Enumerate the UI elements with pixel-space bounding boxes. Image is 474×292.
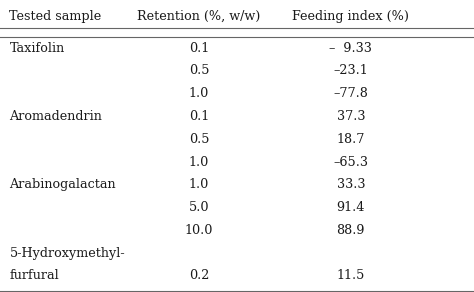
Text: 1.0: 1.0 [189, 178, 209, 191]
Text: 5-Hydroxymethyl-: 5-Hydroxymethyl- [9, 247, 125, 260]
Text: Arabinogalactan: Arabinogalactan [9, 178, 116, 191]
Text: Retention (%, w/w): Retention (%, w/w) [137, 10, 261, 22]
Text: 5.0: 5.0 [189, 201, 210, 214]
Text: 0.5: 0.5 [189, 133, 210, 146]
Text: –77.8: –77.8 [333, 87, 368, 100]
Text: –65.3: –65.3 [333, 156, 368, 168]
Text: 88.9: 88.9 [337, 224, 365, 237]
Text: 0.1: 0.1 [189, 42, 209, 55]
Text: 18.7: 18.7 [337, 133, 365, 146]
Text: 0.1: 0.1 [189, 110, 209, 123]
Text: –23.1: –23.1 [333, 65, 368, 77]
Text: Feeding index (%): Feeding index (%) [292, 10, 409, 22]
Text: 1.0: 1.0 [189, 156, 209, 168]
Text: Aromadendrin: Aromadendrin [9, 110, 102, 123]
Text: 11.5: 11.5 [337, 270, 365, 282]
Text: 91.4: 91.4 [337, 201, 365, 214]
Text: Tested sample: Tested sample [9, 10, 102, 22]
Text: 0.5: 0.5 [189, 65, 210, 77]
Text: 10.0: 10.0 [185, 224, 213, 237]
Text: furfural: furfural [9, 270, 59, 282]
Text: Taxifolin: Taxifolin [9, 42, 65, 55]
Text: 37.3: 37.3 [337, 110, 365, 123]
Text: 33.3: 33.3 [337, 178, 365, 191]
Text: 1.0: 1.0 [189, 87, 209, 100]
Text: 0.2: 0.2 [189, 270, 209, 282]
Text: –  9.33: – 9.33 [329, 42, 372, 55]
